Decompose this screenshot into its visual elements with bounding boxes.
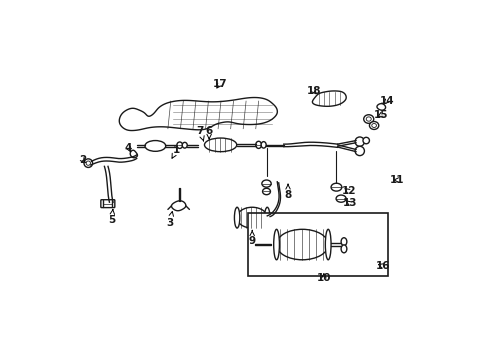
Ellipse shape: [274, 229, 279, 260]
FancyBboxPatch shape: [101, 200, 115, 208]
Text: 3: 3: [166, 212, 173, 228]
Text: 15: 15: [374, 110, 389, 120]
Circle shape: [84, 159, 93, 167]
Text: 4: 4: [125, 143, 132, 153]
Text: 14: 14: [379, 96, 394, 106]
Circle shape: [363, 137, 369, 144]
Ellipse shape: [364, 115, 374, 123]
Polygon shape: [377, 104, 386, 110]
Ellipse shape: [366, 117, 371, 121]
Polygon shape: [172, 201, 186, 211]
Ellipse shape: [331, 183, 342, 191]
Text: 17: 17: [213, 79, 227, 89]
Ellipse shape: [234, 207, 240, 228]
Circle shape: [355, 146, 365, 156]
Ellipse shape: [325, 229, 331, 260]
Text: 11: 11: [390, 175, 405, 185]
Text: 10: 10: [317, 273, 331, 283]
Polygon shape: [130, 150, 138, 158]
Ellipse shape: [145, 140, 166, 151]
Ellipse shape: [341, 238, 347, 246]
Text: 7: 7: [196, 126, 204, 141]
Ellipse shape: [336, 195, 346, 202]
Text: 9: 9: [248, 230, 256, 246]
Polygon shape: [119, 98, 277, 131]
Circle shape: [355, 137, 365, 146]
Polygon shape: [313, 91, 346, 106]
Text: 12: 12: [342, 186, 356, 197]
FancyBboxPatch shape: [248, 213, 388, 276]
Text: 5: 5: [108, 210, 115, 225]
Ellipse shape: [237, 207, 268, 228]
Ellipse shape: [276, 229, 328, 260]
Text: 2: 2: [79, 155, 87, 165]
Ellipse shape: [265, 207, 270, 228]
Ellipse shape: [262, 180, 271, 187]
Text: 1: 1: [172, 144, 180, 158]
Ellipse shape: [369, 122, 379, 130]
Text: 8: 8: [284, 184, 292, 200]
Ellipse shape: [372, 123, 376, 127]
Text: 6: 6: [205, 126, 213, 139]
Text: 13: 13: [343, 198, 357, 208]
Ellipse shape: [256, 141, 262, 148]
Ellipse shape: [204, 138, 237, 152]
Ellipse shape: [261, 141, 266, 148]
Text: 18: 18: [307, 86, 321, 96]
Ellipse shape: [177, 142, 183, 148]
Ellipse shape: [341, 245, 347, 253]
Ellipse shape: [182, 142, 187, 148]
Circle shape: [86, 161, 91, 165]
Text: 16: 16: [376, 261, 391, 271]
Ellipse shape: [263, 188, 270, 195]
